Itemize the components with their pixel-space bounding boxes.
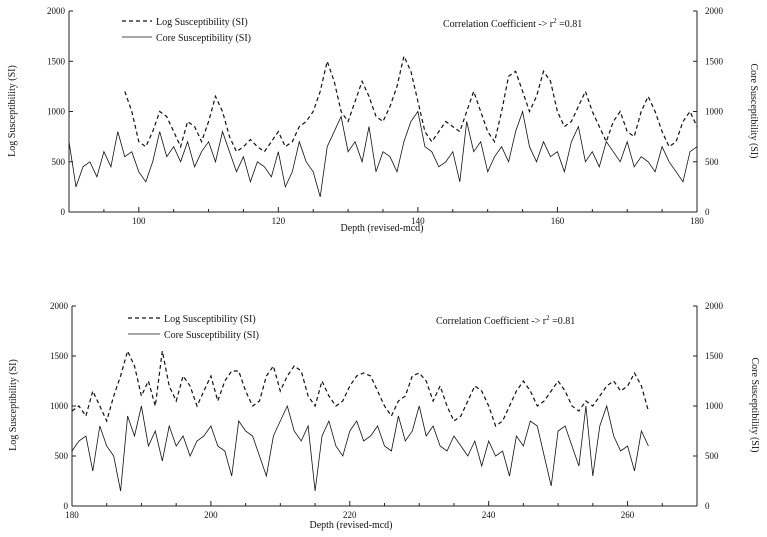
legend-label-core: Core Susceptibility (SI)	[164, 330, 259, 341]
y-tick-label-left: 2000	[50, 301, 69, 311]
correlation-annotation: Correlation Coefficient -> r2 =0.81	[443, 17, 582, 30]
x-tick-label: 240	[482, 510, 496, 520]
x-tick-label: 120	[272, 216, 286, 226]
y-axis-label-left: Log Susceptibility (SI)	[7, 65, 18, 157]
x-axis-label: Depth (revised-mcd)	[340, 223, 423, 234]
y-tick-label-right: 1500	[705, 351, 724, 361]
annotation-text: Correlation Coefficient -> r	[436, 316, 547, 327]
legend-label-log: Log Susceptibility (SI)	[156, 17, 248, 28]
y-axis-label-right: Core Susceptibility (SI)	[748, 64, 759, 159]
annotation-sup: 2	[546, 314, 550, 322]
annotation-text: Correlation Coefficient -> r	[443, 19, 554, 30]
plot-area: 0 0 500 500 1000 1000 1500 1500 2000 2000 100 120 14…	[47, 6, 724, 226]
annotation-sup: 2	[553, 17, 557, 25]
x-tick-label: 260	[621, 510, 635, 520]
y-tick-label-left: 1000	[50, 401, 69, 411]
y-tick-label-left: 0	[61, 207, 66, 217]
y-tick-label-left: 2000	[47, 6, 66, 16]
y-tick-label-right: 1000	[705, 107, 724, 117]
series-line-core-susceptibility	[71, 404, 649, 492]
y-tick-label-right: 0	[705, 501, 710, 511]
legend: Log Susceptibility (SI) Core Susceptibil…	[128, 314, 259, 341]
series-line-core-susceptibility	[68, 109, 698, 198]
y-tick-label-left: 1500	[50, 351, 69, 361]
x-axis-label: Depth (revised-mcd)	[309, 520, 392, 531]
x-tick-label: 220	[343, 510, 357, 520]
y-tick-label-right: 1500	[705, 56, 724, 66]
x-tick-label: 140	[411, 216, 425, 226]
y-tick-label-right: 1000	[705, 401, 724, 411]
y-tick-label-left: 0	[64, 501, 69, 511]
series-line-log-susceptibility	[124, 54, 698, 153]
y-axis-label-right: Core Susceptibility (SI)	[749, 358, 760, 453]
y-tick-label-left: 500	[52, 157, 66, 167]
y-tick-label-right: 2000	[705, 301, 724, 311]
y-tick-label-right: 500	[705, 451, 719, 461]
y-tick-label-left: 500	[55, 451, 69, 461]
y-axis-label-left: Log Susceptibility (SI)	[8, 359, 19, 451]
x-tick-label: 200	[204, 510, 218, 520]
x-tick-label: 180	[65, 510, 79, 520]
y-tick-label-right: 2000	[705, 6, 724, 16]
correlation-annotation: Correlation Coefficient -> r2 =0.81	[436, 314, 575, 327]
x-tick-label: 160	[551, 216, 565, 226]
x-tick-label: 100	[132, 216, 146, 226]
x-tick-label: 180	[690, 216, 704, 226]
y-tick-label-left: 1500	[47, 56, 66, 66]
y-tick-label-left: 1000	[47, 107, 66, 117]
y-tick-label-right: 500	[705, 157, 719, 167]
series-line-log-susceptibility	[71, 349, 649, 427]
legend: Log Susceptibility (SI) Core Susceptibil…	[122, 17, 251, 44]
legend-label-log: Log Susceptibility (SI)	[164, 314, 256, 325]
annotation-value: =0.81	[550, 316, 576, 327]
chart-top: 0 0 500 500 1000 1000 1500 1500 2000 2000 100 120 14…	[7, 6, 759, 234]
y-tick-label-right: 0	[705, 207, 710, 217]
legend-label-core: Core Susceptibility (SI)	[156, 33, 251, 44]
annotation-value: =0.81	[557, 19, 583, 30]
